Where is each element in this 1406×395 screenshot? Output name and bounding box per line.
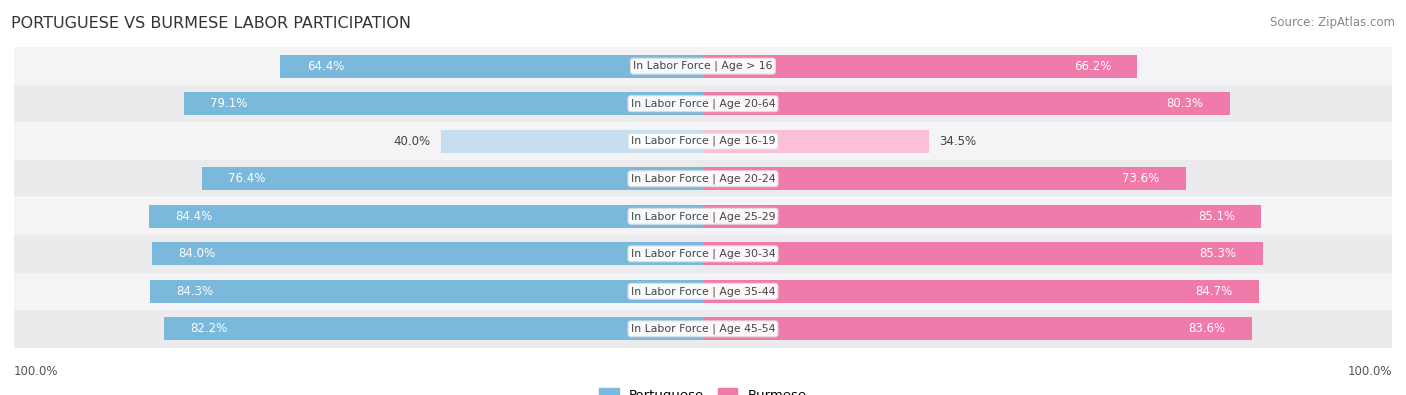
Bar: [149, 205, 703, 228]
Text: 73.6%: 73.6%: [1122, 172, 1160, 185]
Text: 83.6%: 83.6%: [1188, 322, 1225, 335]
Text: In Labor Force | Age 20-64: In Labor Force | Age 20-64: [631, 98, 775, 109]
Bar: [14, 85, 1392, 122]
Bar: [703, 317, 1251, 340]
Bar: [184, 92, 703, 115]
Text: In Labor Force | Age 16-19: In Labor Force | Age 16-19: [631, 136, 775, 147]
Text: 64.4%: 64.4%: [307, 60, 344, 73]
Text: 84.0%: 84.0%: [179, 247, 215, 260]
Text: Source: ZipAtlas.com: Source: ZipAtlas.com: [1270, 16, 1395, 29]
Text: In Labor Force | Age 35-44: In Labor Force | Age 35-44: [631, 286, 775, 297]
Bar: [703, 205, 1261, 228]
Legend: Portuguese, Burmese: Portuguese, Burmese: [593, 383, 813, 395]
Text: 84.3%: 84.3%: [176, 285, 214, 298]
Bar: [703, 242, 1263, 265]
Text: 80.3%: 80.3%: [1167, 97, 1204, 110]
Bar: [703, 280, 1258, 303]
Bar: [14, 160, 1392, 198]
Bar: [14, 235, 1392, 273]
Text: In Labor Force | Age 30-34: In Labor Force | Age 30-34: [631, 248, 775, 259]
Bar: [14, 198, 1392, 235]
Bar: [703, 167, 1185, 190]
Bar: [152, 242, 703, 265]
Text: 100.0%: 100.0%: [14, 365, 59, 378]
Text: PORTUGUESE VS BURMESE LABOR PARTICIPATION: PORTUGUESE VS BURMESE LABOR PARTICIPATIO…: [11, 16, 411, 31]
Bar: [163, 317, 703, 340]
Text: 34.5%: 34.5%: [939, 135, 976, 148]
Text: 40.0%: 40.0%: [394, 135, 430, 148]
Bar: [14, 310, 1392, 348]
Text: 100.0%: 100.0%: [1347, 365, 1392, 378]
Text: 85.1%: 85.1%: [1198, 210, 1234, 223]
Text: 76.4%: 76.4%: [228, 172, 266, 185]
Text: In Labor Force | Age 25-29: In Labor Force | Age 25-29: [631, 211, 775, 222]
Text: In Labor Force | Age 20-24: In Labor Force | Age 20-24: [631, 173, 775, 184]
Text: 79.1%: 79.1%: [211, 97, 247, 110]
Bar: [703, 130, 929, 153]
Text: 85.3%: 85.3%: [1199, 247, 1236, 260]
Bar: [14, 122, 1392, 160]
Bar: [703, 92, 1230, 115]
Bar: [201, 167, 703, 190]
Text: 84.7%: 84.7%: [1195, 285, 1233, 298]
Bar: [280, 55, 703, 78]
Bar: [14, 273, 1392, 310]
Bar: [150, 280, 703, 303]
Bar: [703, 55, 1137, 78]
Bar: [14, 47, 1392, 85]
Text: In Labor Force | Age 45-54: In Labor Force | Age 45-54: [631, 324, 775, 334]
Text: In Labor Force | Age > 16: In Labor Force | Age > 16: [633, 61, 773, 71]
Text: 82.2%: 82.2%: [190, 322, 228, 335]
Text: 84.4%: 84.4%: [176, 210, 212, 223]
Bar: [440, 130, 703, 153]
Text: 66.2%: 66.2%: [1074, 60, 1111, 73]
